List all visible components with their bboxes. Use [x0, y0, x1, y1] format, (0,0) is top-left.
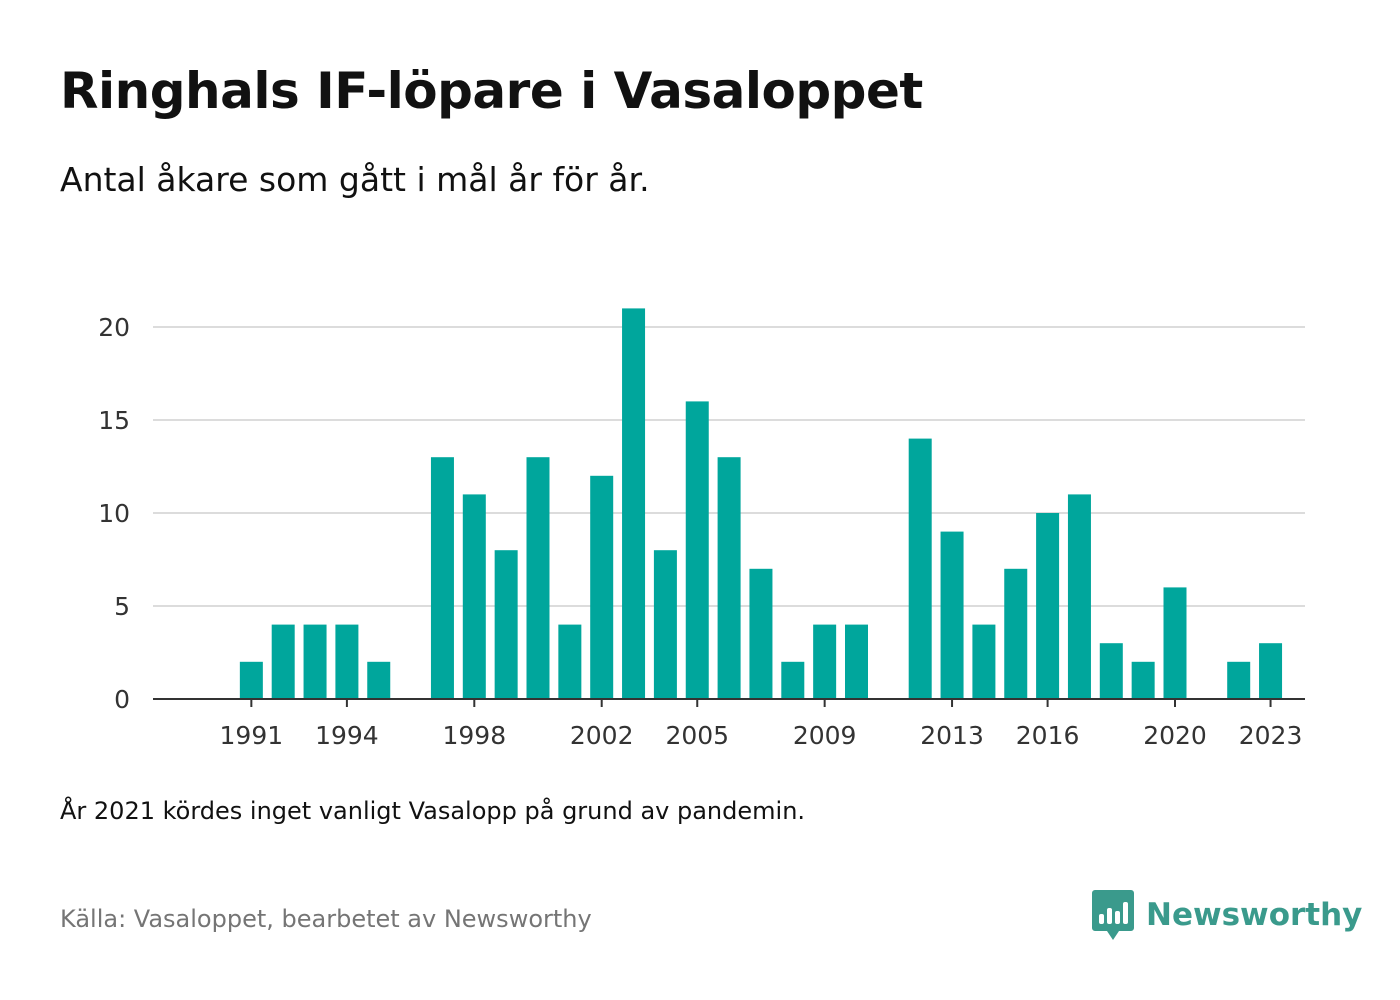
- bar-2022: [1227, 661, 1251, 699]
- y-tick-label: 5: [114, 592, 130, 621]
- bar-2018: [1099, 643, 1123, 699]
- bar-2016: [1036, 513, 1060, 699]
- chart-title: Ringhals IF-löpare i Vasaloppet: [60, 62, 923, 120]
- bar-1997: [430, 457, 454, 699]
- bar-2003: [622, 308, 646, 699]
- x-tick-label: 1991: [220, 721, 284, 750]
- bar-2009: [813, 624, 837, 699]
- y-tick-label: 10: [98, 499, 130, 528]
- axes: 0 5 10 15 20 1991 1994 1998 2002 2005 2009 2013 2016…: [98, 313, 1305, 750]
- bar-2014: [972, 624, 996, 699]
- bar-2000: [526, 457, 550, 699]
- source-credit: Källa: Vasaloppet, bearbetet av Newswort…: [60, 905, 592, 933]
- bar-1991: [239, 661, 263, 699]
- bar-2007: [749, 568, 773, 699]
- bar-1999: [494, 550, 518, 699]
- x-tick-label: 2002: [570, 721, 634, 750]
- x-tick-label: 2013: [920, 721, 984, 750]
- bar-2008: [781, 661, 805, 699]
- bar-1992: [271, 624, 295, 699]
- bar-1993: [303, 624, 327, 699]
- y-tick-label: 20: [98, 313, 130, 342]
- bar-2012: [908, 438, 932, 699]
- brand-name: Newsworthy: [1146, 897, 1363, 933]
- bar-2019: [1131, 661, 1155, 699]
- brand-logo: Newsworthy: [1092, 890, 1362, 940]
- bar-2013: [940, 531, 964, 699]
- bar-2001: [558, 624, 582, 699]
- bar-2005: [685, 401, 709, 699]
- x-tick-label: 2009: [793, 721, 857, 750]
- bar-2002: [590, 475, 614, 699]
- bar-2023: [1259, 643, 1283, 699]
- y-tick-label: 15: [98, 406, 130, 435]
- bars: [239, 308, 1283, 699]
- bar-2020: [1163, 587, 1187, 699]
- chart-note: År 2021 kördes inget vanligt Vasalopp på…: [60, 797, 806, 825]
- chart-subtitle: Antal åkare som gått i mål år för år.: [60, 160, 650, 199]
- bar-2010: [845, 624, 868, 699]
- bar-2017: [1067, 494, 1091, 699]
- bar-2004: [653, 550, 677, 699]
- x-tick-label: 1998: [442, 721, 506, 750]
- bar-2015: [1004, 568, 1028, 699]
- x-tick-label: 2023: [1239, 721, 1303, 750]
- newsworthy-logo-icon: [1092, 890, 1134, 940]
- bar-1995: [367, 661, 391, 699]
- bar-chart: 0 5 10 15 20 1991 1994 1998 2002 2005 2009 2013 2016…: [98, 308, 1305, 750]
- bar-1998: [462, 494, 486, 699]
- x-tick-label: 2020: [1143, 721, 1207, 750]
- x-tick-label: 2016: [1016, 721, 1080, 750]
- x-tick-label: 1994: [315, 721, 379, 750]
- y-tick-label: 0: [114, 685, 130, 714]
- bar-2006: [717, 457, 741, 699]
- bar-1994: [335, 624, 359, 699]
- x-tick-label: 2005: [665, 721, 729, 750]
